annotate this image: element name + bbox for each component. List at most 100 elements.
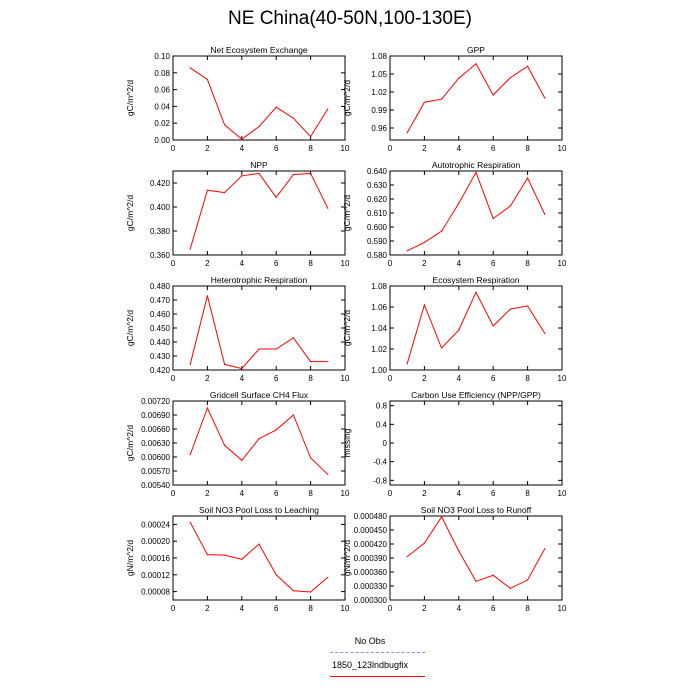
data-point — [310, 136, 312, 138]
data-point — [423, 304, 425, 306]
data-point — [206, 407, 208, 409]
panel-title: Net Ecosystem Exchange — [210, 45, 308, 55]
data-point — [275, 196, 277, 198]
data-point — [258, 348, 260, 350]
panel-title: Soil NO3 Pool Loss to Leaching — [199, 505, 319, 515]
data-point — [527, 65, 529, 67]
data-point — [509, 205, 511, 207]
y-tick-label: 0.00600 — [141, 453, 170, 462]
data-point — [275, 429, 277, 431]
data-point — [475, 171, 477, 173]
y-tick-label: 0.00012 — [141, 571, 170, 580]
data-point — [310, 172, 312, 174]
data-point — [441, 230, 443, 232]
y-tick-label: 0.480 — [150, 282, 171, 291]
data-point — [241, 558, 243, 560]
y-tick-label: 0.10 — [154, 52, 170, 61]
x-tick-label: 6 — [274, 604, 279, 613]
data-point — [189, 521, 191, 523]
x-tick-label: 4 — [240, 604, 245, 613]
y-tick-label: 0.600 — [367, 223, 388, 232]
y-tick-label: 0.08 — [154, 69, 170, 78]
data-point — [509, 587, 511, 589]
y-tick-label: 0.00690 — [141, 411, 170, 420]
x-tick-label: 6 — [274, 489, 279, 498]
panel-3: Autotrophic Respiration gC/m^2/d 0 2 4 6 8 10 0.… — [342, 160, 567, 268]
data-point — [441, 98, 443, 100]
data-point — [544, 332, 546, 334]
panel-frame — [172, 515, 346, 601]
y-tick-label: 0.470 — [150, 296, 171, 305]
panel-title: Gridcell Surface CH4 Flux — [210, 390, 309, 400]
x-tick-label: 6 — [491, 604, 496, 613]
y-tick-label: 0.00570 — [141, 467, 170, 476]
series-line — [189, 295, 328, 370]
x-tick-label: 10 — [341, 374, 350, 383]
y-tick-label: 0.00024 — [141, 520, 170, 529]
data-point — [544, 548, 546, 550]
x-tick-label: 2 — [422, 489, 427, 498]
x-tick-label: 8 — [525, 259, 530, 268]
y-tick-label: 0.000390 — [354, 554, 388, 563]
panel-6: Gridcell Surface CH4 Flux gC/m^2/d 0 2 4 6 8 10… — [125, 390, 350, 498]
data-point — [224, 554, 226, 556]
x-tick-label: 6 — [491, 374, 496, 383]
data-point — [423, 542, 425, 544]
y-axis-label: gC/m^2/d — [125, 425, 135, 461]
x-tick-label: 2 — [422, 374, 427, 383]
x-tick-label: 2 — [205, 374, 210, 383]
data-point — [292, 337, 294, 339]
y-tick-label: 1.04 — [371, 324, 387, 333]
y-tick-label: 0.99 — [371, 106, 387, 115]
y-tick-label: 0.610 — [367, 209, 388, 218]
y-tick-label: 0.400 — [150, 203, 171, 212]
y-tick-label: 0.00540 — [141, 481, 170, 490]
data-point — [189, 454, 191, 456]
data-point — [458, 550, 460, 552]
panel-frame — [172, 55, 346, 141]
x-tick-label: 8 — [308, 604, 313, 613]
panel-frame — [389, 55, 563, 141]
y-tick-label: 0.00020 — [141, 537, 170, 546]
y-tick-label: -0.8 — [373, 476, 387, 485]
x-tick-label: 6 — [491, 259, 496, 268]
data-point — [275, 574, 277, 576]
x-tick-label: 0 — [171, 259, 176, 268]
data-point — [292, 117, 294, 119]
data-point — [492, 218, 494, 220]
data-point — [241, 138, 243, 140]
data-point — [475, 580, 477, 582]
x-tick-label: 4 — [240, 144, 245, 153]
y-tick-label: 0.000360 — [354, 568, 388, 577]
data-point — [224, 444, 226, 446]
data-point — [275, 106, 277, 108]
x-tick-label: 6 — [274, 259, 279, 268]
data-point — [475, 63, 477, 65]
x-tick-label: 6 — [274, 374, 279, 383]
y-axis-label: gC/m^2/d — [342, 195, 352, 231]
data-point — [241, 459, 243, 461]
y-tick-label: 1.02 — [371, 345, 387, 354]
y-tick-label: -0.4 — [373, 458, 387, 467]
data-point — [458, 329, 460, 331]
y-tick-label: 0.630 — [367, 181, 388, 190]
x-tick-label: 0 — [171, 489, 176, 498]
data-point — [327, 576, 329, 578]
y-tick-label: 0.640 — [367, 167, 388, 176]
y-tick-label: 0.000420 — [354, 540, 388, 549]
x-tick-label: 10 — [558, 259, 567, 268]
panel-4: Heterotrophic Respiration gC/m^2/d 0 2 4 6 8 10… — [125, 275, 350, 383]
data-point — [406, 132, 408, 134]
data-point — [423, 241, 425, 243]
legend-label-no-obs: No Obs — [354, 636, 386, 646]
y-axis-label: missing — [342, 428, 352, 457]
x-tick-label: 4 — [457, 604, 462, 613]
y-tick-label: 0.620 — [367, 195, 388, 204]
legend: No Obs 1850_123lndbugfix — [0, 636, 700, 686]
panel-1: GPP gC/m^2/d 0 2 4 6 8 10 0.96 0.99 1.02 1.05 1.08 — [342, 45, 567, 153]
data-point — [292, 174, 294, 176]
data-point — [206, 189, 208, 191]
y-tick-label: 0.00660 — [141, 425, 170, 434]
y-axis-label: gC/m^2/d — [342, 80, 352, 116]
y-tick-label: 0.450 — [150, 324, 171, 333]
